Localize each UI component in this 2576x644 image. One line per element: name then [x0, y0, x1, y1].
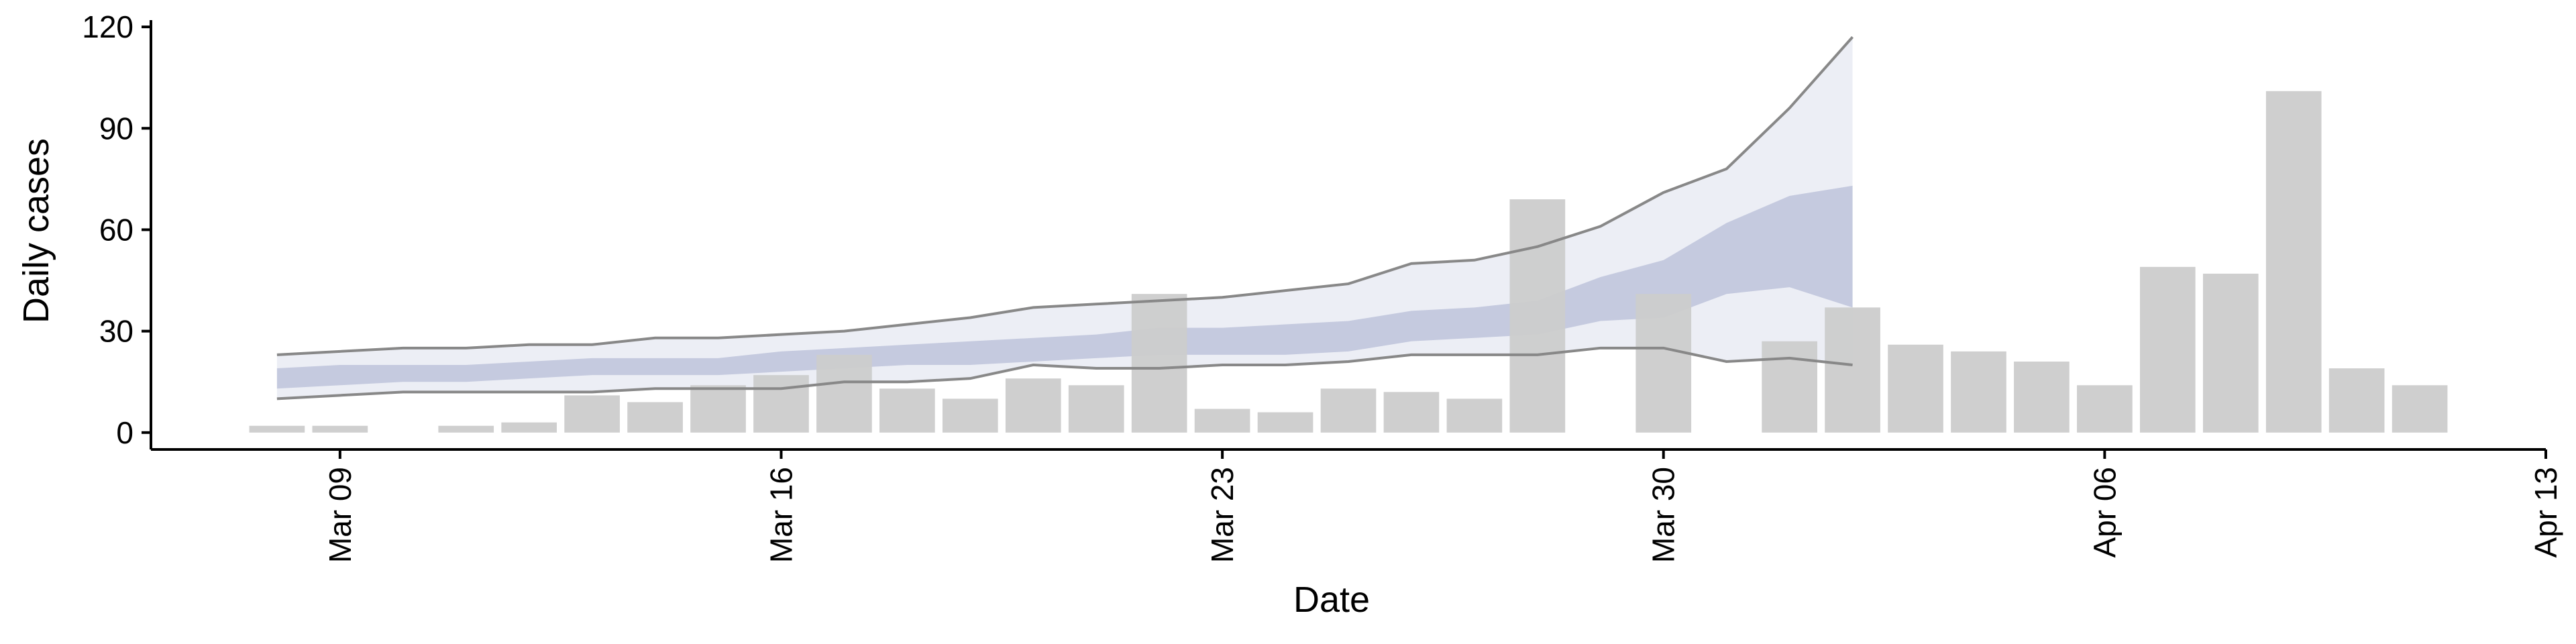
y-tick-label: 60 — [99, 212, 133, 247]
bar — [690, 385, 746, 433]
bar — [1825, 307, 1880, 433]
bar — [1951, 351, 2006, 433]
bar — [2328, 368, 2385, 433]
x-tick-label: Apr 06 — [2087, 467, 2122, 558]
y-tick-label: 120 — [82, 9, 133, 44]
x-axis-label: Date — [1293, 580, 1370, 620]
bar — [753, 375, 809, 433]
band — [276, 37, 1853, 399]
x-tick-label: Mar 16 — [763, 467, 798, 563]
bar — [2077, 385, 2133, 433]
bar — [1383, 392, 1440, 433]
bar — [1320, 388, 1377, 433]
band-line — [276, 36, 1854, 356]
bar — [2014, 361, 2070, 433]
bar — [1005, 378, 1061, 433]
y-tick-label: 0 — [116, 415, 133, 450]
x-tick-label: Mar 30 — [1646, 467, 1681, 563]
bar — [2392, 385, 2448, 433]
bar — [1131, 294, 1187, 433]
bar — [627, 402, 683, 433]
bar — [1762, 341, 1817, 433]
band-line — [276, 346, 1853, 400]
bar — [2139, 266, 2196, 433]
bar — [816, 354, 872, 433]
bar — [2202, 273, 2259, 433]
bar — [1068, 385, 1124, 433]
x-tick-label: Mar 09 — [323, 467, 358, 563]
bar — [942, 398, 998, 433]
x-tick-label: Apr 13 — [2528, 467, 2563, 558]
bar — [1888, 344, 1943, 433]
y-axis-label: Daily cases — [16, 138, 56, 323]
bar — [564, 395, 620, 433]
y-tick-label: 90 — [99, 111, 133, 146]
bar — [438, 425, 494, 433]
bar — [1635, 294, 1692, 433]
bar — [1446, 398, 1503, 433]
bar — [2265, 91, 2322, 433]
bar — [1257, 412, 1313, 433]
bar — [249, 425, 305, 433]
bar — [1509, 199, 1566, 433]
bar — [312, 425, 368, 433]
bar — [501, 422, 557, 433]
y-tick-label: 30 — [99, 314, 133, 349]
band — [276, 185, 1853, 389]
bar — [1194, 409, 1250, 433]
x-tick-label: Mar 23 — [1205, 467, 1240, 563]
bar — [879, 388, 935, 433]
